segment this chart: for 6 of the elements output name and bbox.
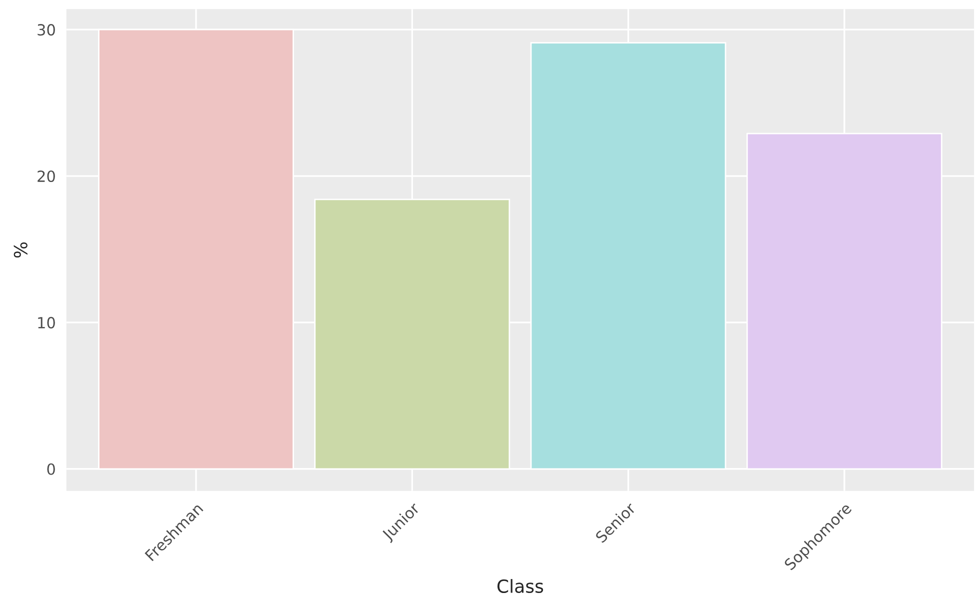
y-tick-label: 30	[38, 24, 55, 36]
y-axis-title: %	[14, 242, 28, 258]
y-tick-label: 0	[47, 463, 55, 475]
y-tick-label: 10	[38, 316, 55, 328]
y-tick-label: 20	[38, 170, 55, 182]
x-axis-title: Class	[497, 579, 544, 594]
